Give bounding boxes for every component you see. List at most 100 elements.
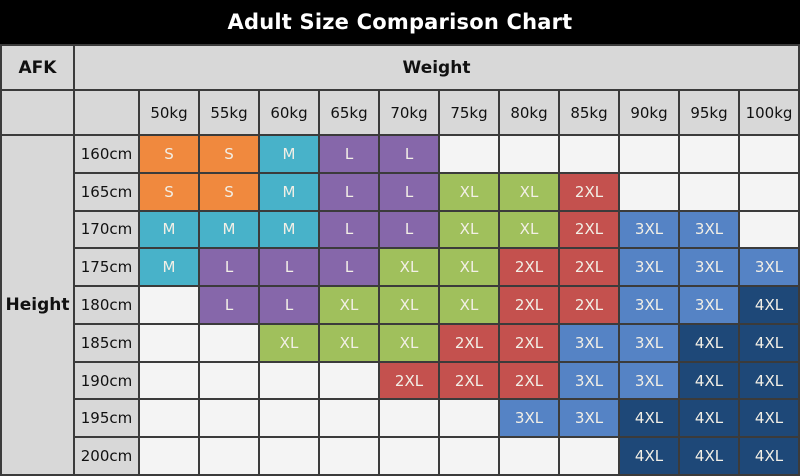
size-cell: 3XL [680,249,738,286]
size-cell: 3XL [740,249,798,286]
size-cell: 2XL [500,287,558,323]
empty-cell [260,438,318,474]
size-cell: S [200,173,258,210]
size-cell: XL [500,211,558,248]
empty-cell [440,136,498,172]
weight-col-header: 100kg [740,91,798,134]
size-cell: L [320,249,378,286]
size-cell: L [200,249,258,286]
size-cell: M [140,211,198,248]
size-cell: XL [320,287,378,323]
size-cell: 2XL [500,324,558,361]
size-cell: 2XL [500,249,558,286]
empty-cell [620,173,678,210]
height-row-header: 190cm [75,362,138,399]
empty-cell [200,362,258,399]
empty-cell [200,400,258,437]
size-cell: 3XL [680,287,738,323]
size-cell: 4XL [740,287,798,323]
empty-cell [560,136,618,172]
size-cell: M [260,173,318,210]
size-cell: S [140,173,198,210]
empty-cell [680,173,738,210]
size-cell: 4XL [680,438,738,474]
empty-cell [260,400,318,437]
size-cell: 4XL [680,362,738,399]
height-row-header: 160cm [75,136,138,172]
size-cell: L [320,136,378,172]
empty-cell [440,400,498,437]
height-row-header: 170cm [75,211,138,248]
size-cell: 2XL [440,324,498,361]
height-row-header: 175cm [75,249,138,286]
empty-cell [380,400,438,437]
size-cell: 3XL [560,400,618,437]
empty-cell [680,136,738,172]
weight-col-header: 75kg [440,91,498,134]
size-cell: XL [440,211,498,248]
height-row-header: 185cm [75,324,138,361]
weight-col-header: 55kg [200,91,258,134]
empty-cell [140,287,198,323]
weight-col-header: 65kg [320,91,378,134]
empty-cell [140,400,198,437]
empty-cell [740,173,798,210]
size-cell: 3XL [620,287,678,323]
size-cell: M [260,211,318,248]
size-cell: L [320,173,378,210]
height-row-header: 195cm [75,400,138,437]
size-cell: 4XL [740,400,798,437]
weight-col-header: 90kg [620,91,678,134]
size-cell: 3XL [620,211,678,248]
empty-cell [320,438,378,474]
size-cell: XL [440,287,498,323]
size-cell: M [200,211,258,248]
size-cell: 2XL [440,362,498,399]
corner-empty-cell [2,91,73,134]
size-cell: XL [440,249,498,286]
empty-cell [740,211,798,248]
size-cell: 3XL [560,362,618,399]
height-row-header: 165cm [75,173,138,210]
size-cell: 2XL [560,249,618,286]
size-cell: 2XL [500,362,558,399]
empty-cell [140,324,198,361]
size-cell: 2XL [560,287,618,323]
size-cell: 3XL [680,211,738,248]
size-cell: L [260,287,318,323]
chart-title: Adult Size Comparison Chart [0,0,800,44]
size-cell: L [200,287,258,323]
weight-col-header: 95kg [680,91,738,134]
size-cell: S [140,136,198,172]
empty-cell [260,362,318,399]
size-cell: L [380,211,438,248]
size-cell: XL [500,173,558,210]
empty-cell [200,324,258,361]
size-cell: XL [380,324,438,361]
size-cell: 4XL [680,324,738,361]
weight-col-header: 70kg [380,91,438,134]
weight-col-header: 60kg [260,91,318,134]
weight-header: Weight [75,46,798,89]
empty-cell [740,136,798,172]
weight-col-header: 80kg [500,91,558,134]
size-cell: M [260,136,318,172]
height-row-header: 180cm [75,287,138,323]
size-cell: 4XL [620,438,678,474]
height-row-header: 200cm [75,438,138,474]
empty-cell [560,438,618,474]
size-cell: XL [320,324,378,361]
empty-cell [320,362,378,399]
empty-cell [200,438,258,474]
size-cell: 2XL [560,173,618,210]
size-cell: 2XL [560,211,618,248]
size-cell: 3XL [500,400,558,437]
corner-label-afk: AFK [2,46,73,89]
size-cell: XL [260,324,318,361]
empty-cell [620,136,678,172]
size-cell: M [140,249,198,286]
empty-cell [440,438,498,474]
size-cell: L [320,211,378,248]
empty-cell [320,400,378,437]
empty-cell [500,438,558,474]
